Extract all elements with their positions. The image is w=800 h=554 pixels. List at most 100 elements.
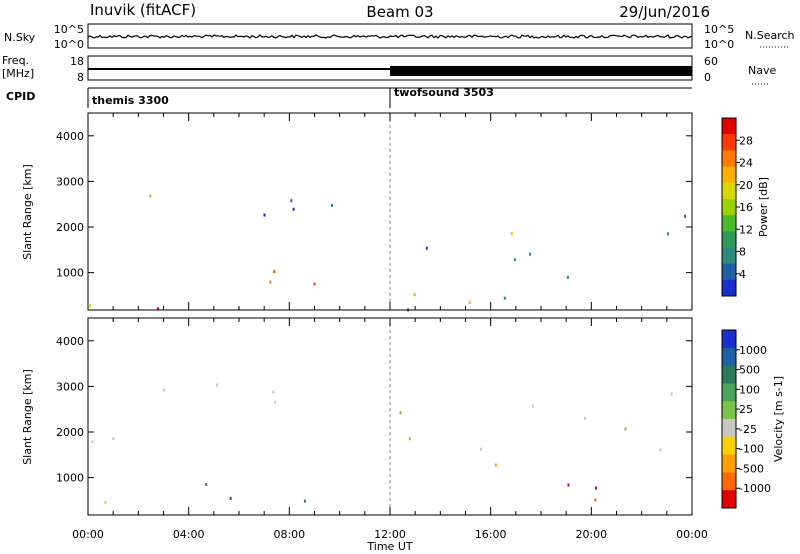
date-title: 29/Jun/2016 bbox=[619, 3, 710, 21]
y-tick-label: 2000 bbox=[56, 426, 84, 439]
colorbar-tick-label: 1000 bbox=[739, 344, 767, 357]
power-scatter bbox=[89, 194, 686, 312]
colorbar-swatch bbox=[722, 263, 736, 281]
scatter-mark bbox=[104, 500, 107, 504]
colorbar-swatch bbox=[722, 182, 736, 200]
colorbar-swatch bbox=[722, 150, 736, 168]
colorbar-tick-label: 28 bbox=[739, 134, 753, 147]
scatter-mark bbox=[595, 486, 597, 490]
power-x-axis bbox=[87, 113, 693, 310]
velocity-colorbar-label: Velocity [m s-1] bbox=[772, 376, 785, 462]
freq-panel: Freq. [MHz] 18 8 60 0 Nave bbox=[2, 54, 776, 85]
scatter-mark bbox=[89, 304, 92, 308]
scatter-mark bbox=[510, 232, 513, 236]
y-tick-label: 1000 bbox=[56, 472, 84, 485]
colorbar-swatch bbox=[722, 365, 736, 384]
colorbar-tick-label: 8 bbox=[739, 246, 746, 259]
scatter-mark bbox=[263, 213, 266, 217]
scatter-mark bbox=[229, 496, 232, 500]
colorbar-tick-label: 100 bbox=[739, 383, 760, 396]
x-axis-label: Time UT bbox=[366, 540, 412, 553]
power-colorbar: 28 24 20 16 12 8 4 Power [dB] bbox=[721, 117, 770, 297]
velocity-panel: 1000 2000 3000 4000 Slant Range [km] 00:00 0… bbox=[21, 317, 708, 553]
scatter-mark bbox=[91, 440, 94, 444]
velocity-colorbar-swatches bbox=[722, 330, 736, 509]
scatter-mark bbox=[667, 232, 669, 236]
colorbar-tick-label: -100 bbox=[739, 443, 764, 456]
colorbar-tick-label: 24 bbox=[739, 157, 753, 170]
velocity-ylabel: Slant Range [km] bbox=[21, 369, 34, 465]
nsearch-label: N.Search bbox=[745, 29, 795, 42]
y-tick-label: 3000 bbox=[56, 380, 84, 393]
colorbar-tick-label: 4 bbox=[739, 268, 746, 281]
colorbar-swatch bbox=[722, 490, 736, 509]
velocity-x-axis bbox=[87, 318, 693, 515]
velocity-colorbar-frame bbox=[721, 329, 737, 509]
colorbar-tick-label: -500 bbox=[739, 462, 764, 475]
freq-tick-bottom: 8 bbox=[77, 71, 84, 84]
scatter-mark bbox=[413, 293, 416, 297]
scatter-mark bbox=[303, 499, 306, 503]
colorbar-tick-label: 500 bbox=[739, 364, 760, 377]
colorbar-swatch bbox=[722, 247, 736, 265]
freq-trace bbox=[88, 66, 692, 76]
colorbar-tick-label: 16 bbox=[739, 201, 753, 214]
nave-tick-top: 60 bbox=[704, 55, 718, 68]
y-tick-label: 4000 bbox=[56, 335, 84, 348]
x-tick-label: 12:00 bbox=[374, 528, 406, 541]
power-colorbar-label: Power [dB] bbox=[757, 177, 770, 237]
scatter-mark bbox=[290, 199, 293, 203]
colorbar-tick-label: 20 bbox=[739, 179, 753, 192]
cpid-label: CPID bbox=[6, 90, 35, 103]
colorbar-swatch bbox=[722, 436, 736, 456]
x-tick-label: 08:00 bbox=[273, 528, 305, 541]
freq-series-2 bbox=[390, 66, 692, 76]
power-panel: 1000 2000 3000 4000 Slant Range [km] bbox=[21, 112, 693, 312]
cpid-panel: CPID themis 3300 twofsound 3503 bbox=[6, 86, 692, 108]
colorbar-swatch bbox=[722, 231, 736, 248]
colorbar-swatch bbox=[722, 166, 736, 184]
scatter-mark bbox=[494, 463, 497, 467]
colorbar-tick-label: 12 bbox=[739, 223, 753, 236]
scatter-mark bbox=[684, 214, 686, 218]
colorbar-swatch bbox=[722, 454, 736, 473]
x-tick-label: 04:00 bbox=[173, 528, 205, 541]
scatter-mark bbox=[272, 390, 275, 394]
velocity-scatter bbox=[91, 383, 673, 504]
scatter-mark bbox=[274, 400, 277, 404]
colorbar-swatch bbox=[722, 472, 736, 491]
colorbar-swatch bbox=[722, 215, 736, 232]
colorbar-swatch bbox=[722, 198, 736, 216]
cpid-segment-2: twofsound 3503 bbox=[394, 86, 494, 99]
power-y-axis: 1000 2000 3000 4000 bbox=[56, 130, 692, 280]
scatter-mark bbox=[157, 307, 159, 311]
scatter-mark bbox=[205, 483, 208, 486]
colorbar-tick-label: -1000 bbox=[739, 482, 771, 495]
colorbar-tick-label: -25 bbox=[739, 423, 757, 436]
x-tick-label: 00:00 bbox=[676, 528, 708, 541]
colorbar-swatch bbox=[722, 134, 736, 151]
scatter-mark bbox=[399, 411, 402, 415]
cpid-segment-1: themis 3300 bbox=[92, 94, 169, 107]
scatter-mark bbox=[331, 203, 333, 207]
scatter-mark bbox=[112, 437, 115, 440]
power-ylabel: Slant Range [km] bbox=[21, 164, 34, 260]
scatter-mark bbox=[292, 207, 295, 211]
scatter-mark bbox=[480, 447, 482, 451]
colorbar-tick-label: 25 bbox=[739, 403, 753, 416]
scatter-mark bbox=[594, 498, 597, 502]
y-tick-label: 1000 bbox=[56, 267, 84, 280]
colorbar-swatch bbox=[722, 347, 736, 367]
velocity-y-axis: 1000 2000 3000 4000 bbox=[56, 335, 692, 485]
scatter-mark bbox=[503, 296, 506, 300]
scatter-mark bbox=[425, 246, 428, 250]
scatter-mark bbox=[584, 416, 587, 420]
beam-title: Beam 03 bbox=[366, 3, 433, 21]
freq-tick-top: 18 bbox=[70, 55, 84, 68]
nsky-tick-top: 10^5 bbox=[54, 23, 84, 36]
station-title: Inuvik (fitACF) bbox=[90, 1, 196, 19]
scatter-mark bbox=[149, 194, 152, 198]
freq-units: [MHz] bbox=[2, 67, 34, 80]
scatter-mark bbox=[313, 282, 316, 286]
